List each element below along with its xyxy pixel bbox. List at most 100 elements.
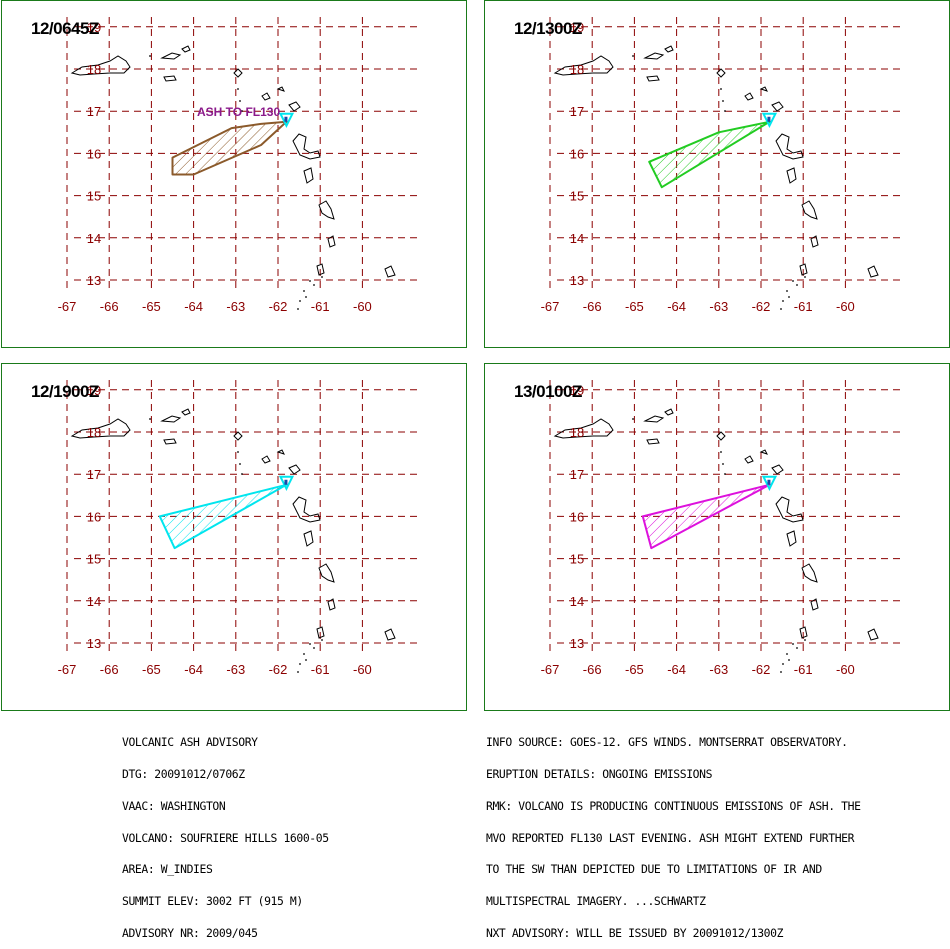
longitude-tick-label: -66 [100, 662, 119, 677]
ash-cloud-polygon [648, 120, 771, 189]
island-dot [796, 284, 798, 286]
island-dot [321, 276, 323, 278]
advisory-remarks: INFO SOURCE: GOES-12. GFS WINDS. MONTSER… [486, 716, 861, 949]
longitude-tick-label: -65 [625, 299, 644, 314]
longitude-tick-label: -62 [269, 662, 288, 677]
island-dot [241, 473, 243, 475]
latitude-tick-label: 15 [87, 189, 101, 204]
island-outline [316, 263, 325, 276]
panel-time-title: 12/1300Z [514, 19, 582, 38]
latitude-tick-label: 14 [87, 594, 101, 609]
island-outline [261, 92, 271, 101]
volcano-marker [761, 475, 778, 491]
island-outline [553, 418, 614, 439]
remarks-line: MULTISPECTRAL IMAGERY. ...SCHWARTZ [486, 894, 706, 909]
longitude-tick-label: -61 [311, 299, 330, 314]
island-outline [327, 235, 336, 248]
island-dot [313, 284, 315, 286]
island-dot [149, 55, 151, 57]
advisory-line: AREA: W_INDIES [122, 862, 213, 877]
latitude-tick-label: 16 [570, 146, 584, 161]
longitude-tick-label: -64 [184, 662, 203, 677]
longitude-tick-label: -64 [667, 299, 686, 314]
longitude-tick-label: -60 [353, 299, 372, 314]
longitude-tick-label: -60 [353, 662, 372, 677]
advisory-line: ADVISORY NR: 2009/045 [122, 925, 258, 940]
island-outline [318, 200, 335, 220]
island-dot [149, 418, 151, 420]
island-dot [720, 451, 722, 453]
latitude-tick-label: 19 [87, 20, 101, 35]
longitude-tick-label: -66 [583, 662, 602, 677]
island-outline [786, 167, 797, 184]
longitude-tick-label: -63 [226, 299, 245, 314]
island-outline [163, 438, 177, 445]
island-outline [786, 530, 797, 547]
island-dot [309, 280, 311, 282]
island-dot [780, 671, 782, 673]
remarks-line: ERUPTION DETAILS: ONGOING EMISSIONS [486, 766, 713, 781]
latitude-tick-label: 17 [570, 467, 584, 482]
island-outline [759, 86, 768, 92]
island-dot [722, 463, 724, 465]
longitude-tick-label: -62 [269, 299, 288, 314]
island-dot [237, 451, 239, 453]
map-panel-2: 12/1300Z -67 -66 -65 -64 -63 -62 -61 -60 13 14 15 1… [484, 0, 950, 348]
island-outline [810, 598, 819, 611]
longitude-tick-label: -64 [184, 299, 203, 314]
volcano-core [284, 479, 288, 485]
island-dot [321, 639, 323, 641]
latitude-tick-label: 15 [87, 552, 101, 567]
map-panel-4: 13/0100Z -67 -66 -65 -64 -63 -62 -61 -60 13 14 15 1… [484, 363, 950, 711]
island-outline [384, 628, 396, 641]
island-outline [799, 626, 808, 639]
island-outline [643, 52, 665, 60]
island-dot [788, 659, 790, 661]
island-outline [316, 626, 325, 639]
longitude-tick-label: -61 [794, 299, 813, 314]
latitude-tick-label: 18 [87, 62, 101, 77]
island-dot [788, 296, 790, 298]
island-dot [724, 110, 726, 112]
island-outline [303, 530, 314, 547]
island-dot [305, 296, 307, 298]
island-outline [801, 563, 818, 583]
map-canvas: -67 -66 -65 -64 -63 -62 -61 -60 13 14 15 16 17 18 19 [541, 17, 905, 314]
longitude-tick-label: -63 [226, 662, 245, 677]
island-outline [646, 75, 660, 82]
latitude-tick-label: 16 [87, 509, 101, 524]
island-outline [70, 55, 131, 76]
longitude-tick-label: -60 [836, 662, 855, 677]
volcano-core [767, 479, 771, 485]
island-outline [799, 263, 808, 276]
longitude-tick-label: -65 [142, 662, 161, 677]
advisory-line: SUMMIT ELEV: 3002 FT (915 M) [122, 894, 303, 909]
latitude-tick-label: 14 [570, 594, 584, 609]
island-outline [643, 415, 665, 423]
island-dot [303, 290, 305, 292]
ash-cloud-polygon [641, 483, 771, 550]
volcano-marker [278, 112, 295, 128]
island-outline [233, 431, 243, 441]
advisory-summary: VOLCANIC ASH ADVISORY DTG: 20091012/0706… [122, 716, 329, 949]
island-outline [771, 101, 784, 112]
island-outline [744, 455, 754, 464]
island-outline [233, 68, 243, 78]
volcano-marker [278, 475, 295, 491]
longitude-tick-label: -63 [709, 299, 728, 314]
longitude-tick-label: -61 [794, 662, 813, 677]
latitude-tick-label: 18 [570, 425, 584, 440]
island-dot [720, 88, 722, 90]
island-outline [646, 438, 660, 445]
remarks-line: MVO REPORTED FL130 LAST EVENING. ASH MIG… [486, 830, 855, 845]
island-outline [292, 496, 321, 523]
island-dot [237, 88, 239, 90]
island-dot [303, 653, 305, 655]
island-outline [303, 167, 314, 184]
island-outline [163, 75, 177, 82]
volcano-core [767, 116, 771, 122]
island-outline [160, 415, 182, 423]
island-outline [160, 52, 182, 60]
island-dot [632, 418, 634, 420]
latitude-tick-label: 15 [570, 552, 584, 567]
